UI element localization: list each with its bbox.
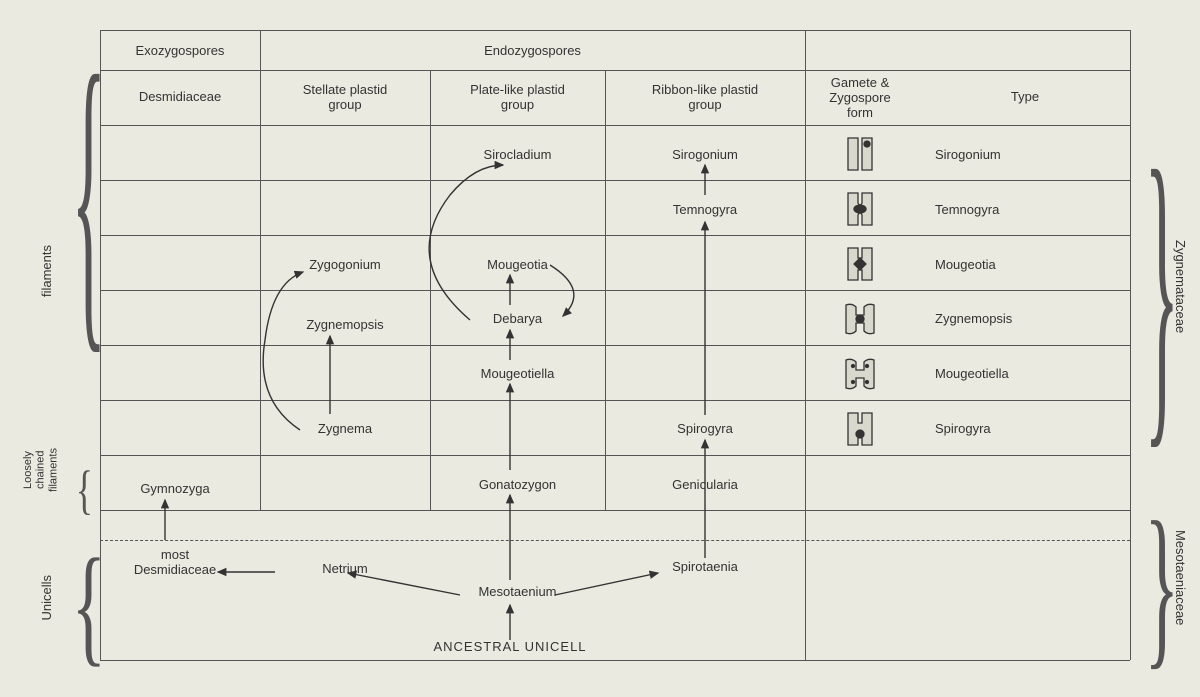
genus-mougeotia: Mougeotia [430,258,605,273]
h-row4 [100,290,1130,291]
genus-zygnema: Zygnema [260,422,430,437]
genus-spirogyra: Spirogyra [605,422,805,437]
genus-netrium: Netrium [260,562,430,577]
hdr-stellate: Stellate plastid group [260,83,430,113]
brace-filaments: { [72,27,107,363]
genus-most-desmidiaceae: most Desmidiaceae [105,548,245,578]
h-top [100,30,1130,31]
h-row0 [100,70,1130,71]
genus-mougeotiella: Mougeotiella [430,367,605,382]
hdr-type: Type [935,90,1115,105]
side-zygnemataceae: Zygnemataceae [1172,240,1187,333]
genus-sirogonium: Sirogonium [605,148,805,163]
hdr-exozygospores: Exozygospores [100,44,260,59]
hdr-desmidiaceae: Desmidiaceae [100,90,260,105]
type-zygnemopsis: Zygnemopsis [935,312,1115,327]
side-mesotaeniaceae: Mesotaeniaceae [1172,530,1187,625]
glyph-mougeotia-icon [838,242,882,286]
type-spirogyra: Spirogyra [935,422,1115,437]
dashed-unicell-boundary [100,540,1130,541]
h-row7 [100,455,1130,456]
type-mougeotiella2: Mougeotiella [935,367,1115,382]
brace-unicells: { [72,539,107,671]
brace-loosely: { [76,463,93,517]
hdr-ribbonlike: Ribbon-like plastid group [605,83,805,113]
type-temnogyra: Temnogyra [935,203,1115,218]
hdr-endozygospores: Endozygospores [260,44,805,59]
glyph-zygnemopsis-icon [838,297,882,341]
h-row2 [100,180,1130,181]
genus-mesotaenium: Mesotaenium [430,585,605,600]
h-row6 [100,400,1130,401]
genus-debarya: Debarya [430,312,605,327]
genus-sirocladium: Sirocladium [430,148,605,163]
genus-gymnozyga: Gymnozyga [105,482,245,497]
hdr-gamete-zygospore: Gamete & Zygospore form [805,76,915,121]
h-row5 [100,345,1130,346]
side-loosely: Loosely chained filaments [22,448,60,492]
genus-temnogyra: Temnogyra [605,203,805,218]
genus-zygnemopsis: Zygnemopsis [260,318,430,333]
v-c4 [805,30,806,660]
genus-gonatozygon: Gonatozygon [430,478,605,493]
genus-zygogonium: Zygogonium [260,258,430,273]
type-sirogonium: Sirogonium [935,148,1115,163]
v-c3 [605,70,606,510]
glyph-sirogonium-icon [838,132,882,176]
v-right [1130,30,1131,660]
genus-genicularia: Genicularia [605,478,805,493]
type-mougeotia: Mougeotia [935,258,1115,273]
hdr-platelike: Plate-like plastid group [430,83,605,113]
h-row8 [100,510,1130,511]
side-unicells: Unicells [40,575,55,621]
root-ancestral-unicell: ANCESTRAL UNICELL [395,640,625,655]
h-bottom [100,660,1130,661]
h-row1 [100,125,1130,126]
glyph-mougeotiella-icon [838,352,882,396]
glyph-spirogyra-icon [838,407,882,451]
h-row3 [100,235,1130,236]
v-c2 [430,70,431,510]
glyph-temnogyra-icon [838,187,882,231]
phylogeny-diagram: Exozygospores Endozygospores Desmidiacea… [0,0,1200,697]
side-filaments: filaments [40,245,55,297]
genus-spirotaenia: Spirotaenia [605,560,805,575]
